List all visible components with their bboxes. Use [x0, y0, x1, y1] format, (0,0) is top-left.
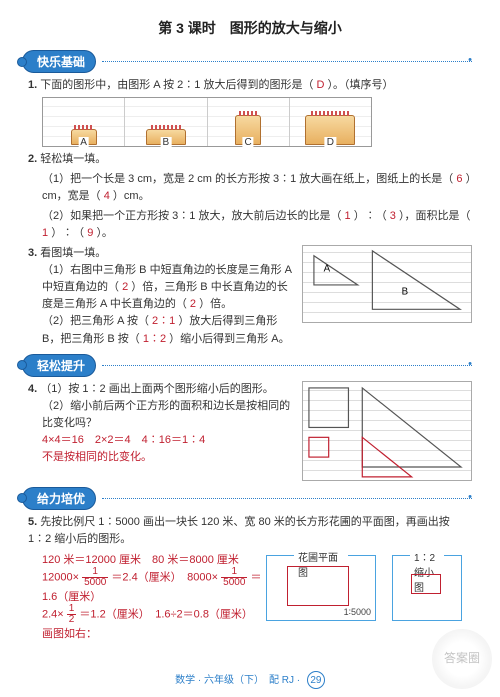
fraction-icon: 15000: [221, 567, 247, 588]
q5-text: 先按比例尺 1∶5000 画出一块长 120 米、宽 80 米的长方形花圃的平面…: [28, 516, 450, 545]
question-4: 4. （1）按 1∶2 画出上面两个图形缩小后的图形。 （2）缩小前后两个正方形…: [28, 381, 472, 481]
q2-p2e: ）。: [96, 227, 113, 239]
section-3-badge: 给力培优: [22, 487, 96, 510]
q5-plans: 花圃平面图 1∶5000 1∶2缩小图: [266, 555, 472, 641]
q2-p1c: ）cm。: [113, 190, 150, 202]
q2-p2d: ）∶（: [51, 227, 84, 239]
q5-l3a: 2.4×: [42, 608, 64, 620]
q2-a5: 1: [42, 227, 48, 239]
cake-A: A: [43, 98, 125, 146]
fraction-icon: 15000: [82, 567, 108, 588]
cake-B: B: [125, 98, 207, 146]
plan-1-scale: 1∶5000: [344, 607, 371, 618]
triangle-B-label: B: [402, 287, 409, 298]
dot-icon: ·: [297, 675, 300, 686]
q3-number: 3.: [28, 247, 37, 259]
triangle-A-label: A: [324, 264, 331, 275]
q5-l2b: ＝2.4（厘米） 8000×: [111, 571, 218, 583]
cake-label-B: B: [161, 137, 172, 148]
page-footer: 数学 · 六年级（下） 配 RJ · 29: [0, 671, 500, 689]
q2-p2b: ）∶（: [354, 210, 387, 222]
q2-p2a: （2）如果把一个正方形按 3∶1 放大，放大前后边长的比是（: [42, 210, 341, 222]
q2-a1: 6: [456, 173, 462, 185]
triangle-B: [372, 251, 460, 309]
triangle-small: [362, 437, 411, 477]
footer-text: 数学 · 六年级（下） 配 RJ: [175, 675, 294, 686]
q1-text-a: 下面的图形中，由图形 A 按 2∶1 放大后得到的图形是（: [40, 79, 313, 91]
q5-l2a: 12000×: [42, 571, 79, 583]
q5-line2: 12000× 15000 ＝2.4（厘米） 8000× 15000 ＝1.6（厘…: [42, 567, 266, 604]
q3-p2c: ）缩小后得到三角形 A。: [169, 333, 289, 345]
q2-a6: 9: [87, 227, 93, 239]
fraction-icon: 12: [67, 604, 77, 625]
q4-number: 4.: [28, 383, 37, 395]
q2-p2c: ），面积比是（: [399, 210, 471, 222]
q3-a2: 2: [190, 298, 196, 310]
question-5: 5. 先按比例尺 1∶5000 画出一块长 120 米、宽 80 米的长方形花圃…: [28, 514, 472, 548]
q5-number: 5.: [28, 516, 37, 528]
q3-p2a: （2）把三角形 A 按（: [42, 315, 149, 327]
divider: [102, 498, 472, 499]
question-3: A B 3. 看图填一填。 （1）右图中三角形 B 中短直角边的长度是三角形 A…: [28, 245, 472, 347]
triangle-diagram: A B: [303, 246, 471, 322]
cake-label-A: A: [78, 137, 89, 148]
question-2: 2. 轻松填一填。: [28, 151, 472, 168]
q3-p1c: ）倍。: [199, 298, 232, 310]
plan-2-rect: [411, 574, 441, 594]
q4-figure: [302, 381, 472, 481]
square-big: [309, 387, 349, 427]
q3-a1: 2: [122, 281, 128, 293]
plan-box-1: 花圃平面图 1∶5000: [266, 555, 376, 621]
q3-a4: 1∶2: [143, 333, 166, 345]
q2-part1: （1）把一个长是 3 cm，宽是 2 cm 的长方形按 3∶1 放大画在纸上，图…: [42, 171, 472, 205]
question-1: 1. 下面的图形中，由图形 A 按 2∶1 放大后得到的图形是（ D ）。（填序…: [28, 77, 472, 94]
plan-box-2: 1∶2缩小图: [392, 555, 462, 621]
square-small: [309, 437, 329, 457]
q1-number: 1.: [28, 79, 37, 91]
plan-1-rect: [287, 566, 349, 606]
section-1-header: 快乐基础: [22, 50, 472, 73]
q3-a3: 2∶1: [152, 315, 175, 327]
q5-line3: 2.4× 12 ＝1.2（厘米） 1.6÷2＝0.8（厘米）: [42, 604, 266, 625]
section-2-header: 轻松提升: [22, 354, 472, 377]
q4-p1: （1）按 1∶2 画出上面两个图形缩小后的图形。: [40, 383, 273, 395]
section-3-header: 给力培优: [22, 487, 472, 510]
q2-a4: 3: [390, 210, 396, 222]
divider: [102, 365, 472, 366]
divider: [102, 61, 472, 62]
lesson-title: 第 3 课时 图形的放大与缩小: [28, 18, 472, 38]
q5-line1: 120 米＝12000 厘米 80 米＝8000 厘米: [42, 551, 266, 567]
watermark-text: 答案圈: [444, 652, 480, 665]
triangle-A: [314, 256, 358, 285]
q1-text-b: ）。（填序号）: [328, 79, 394, 91]
q2-p1a: （1）把一个长是 3 cm，宽是 2 cm 的长方形按 3∶1 放大画在纸上，图…: [42, 173, 453, 185]
cake-label-D: D: [325, 137, 336, 148]
q2-a2: 4: [104, 190, 110, 202]
section-1-badge: 快乐基础: [22, 50, 96, 73]
q2-a3: 1: [345, 210, 351, 222]
q2-number: 2.: [28, 153, 37, 165]
q3-figure: A B: [302, 245, 472, 323]
q3-title: 看图填一填。: [40, 247, 106, 259]
triangle-big: [362, 387, 461, 466]
q5-l3b: ＝1.2（厘米） 1.6÷2＝0.8（厘米）: [79, 608, 253, 620]
page-number: 29: [307, 671, 325, 689]
q2-part2: （2）如果把一个正方形按 3∶1 放大，放大前后边长的比是（ 1 ）∶（ 3 ）…: [42, 208, 472, 242]
cake-D: D: [290, 98, 371, 146]
section-2-badge: 轻松提升: [22, 354, 96, 377]
q1-figure: A B C D: [42, 97, 372, 147]
cake-C: C: [208, 98, 290, 146]
q2-title: 轻松填一填。: [40, 153, 106, 165]
cake-label-C: C: [243, 137, 254, 148]
q5-line4: 画图如右：: [42, 625, 266, 641]
shrink-diagram: [303, 382, 471, 481]
q1-answer: D: [317, 79, 325, 91]
